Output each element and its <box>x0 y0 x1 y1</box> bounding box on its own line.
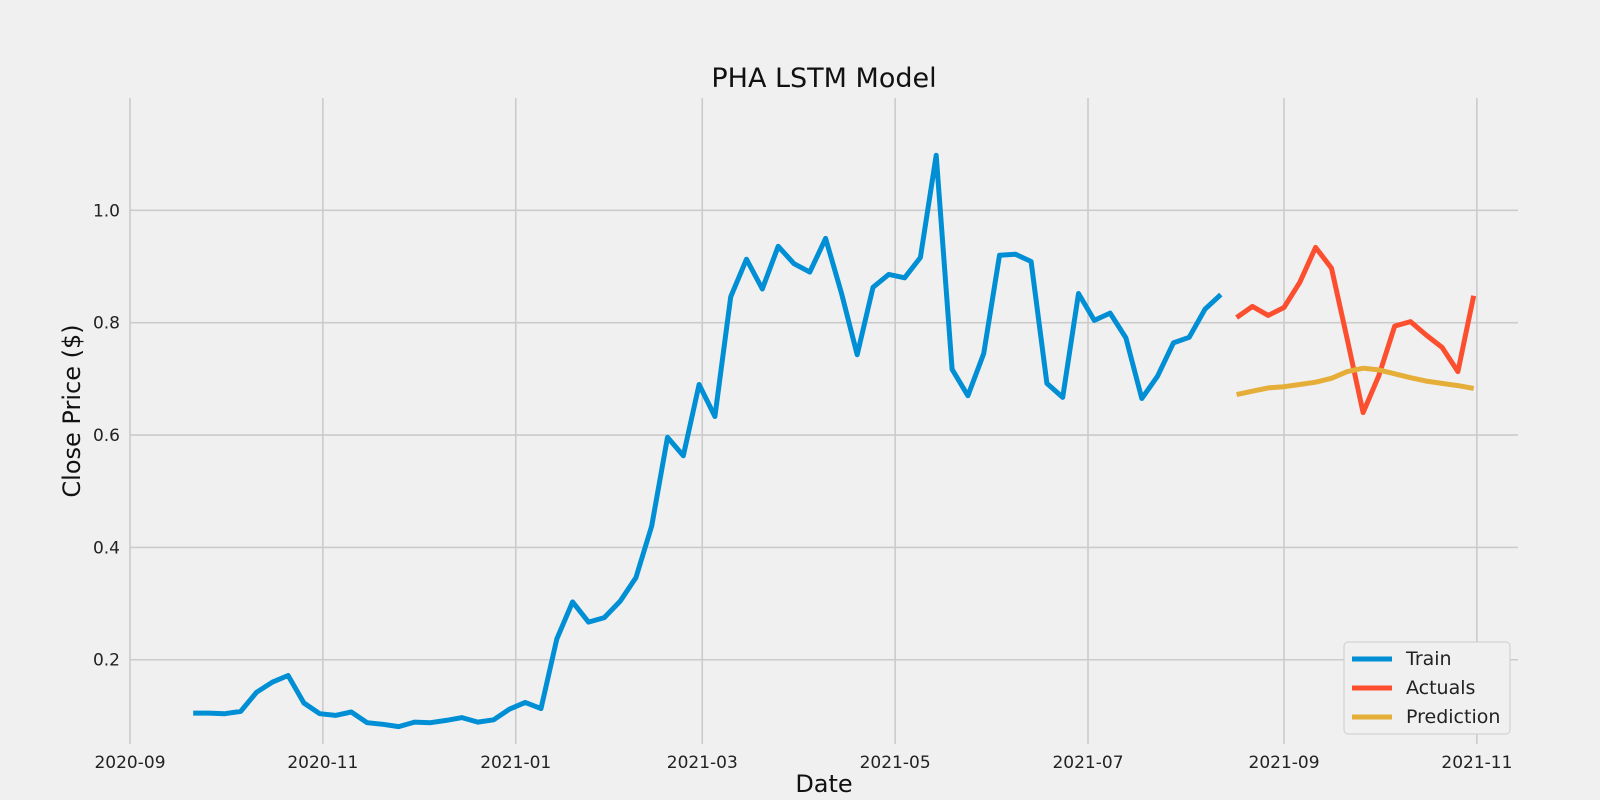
y-tick-label: 0.6 <box>93 426 120 446</box>
x-tick-label: 2021-07 <box>1052 753 1123 773</box>
y-tick-label: 0.4 <box>93 538 120 558</box>
x-tick-label: 2021-01 <box>480 753 551 773</box>
legend-label-train: Train <box>1405 648 1452 670</box>
x-tick-label: 2021-11 <box>1441 753 1512 773</box>
x-tick-label: 2021-09 <box>1249 753 1320 773</box>
series-line-prediction <box>1236 365 1475 398</box>
x-tick-label: 2020-09 <box>94 753 165 773</box>
y-tick-label: 0.2 <box>93 651 120 671</box>
grid-lines <box>129 98 1518 744</box>
x-axis-title: Date <box>795 770 852 798</box>
legend: Train Actuals Prediction <box>1343 641 1511 735</box>
x-tick-label: 2020-11 <box>287 753 358 773</box>
y-tick-label: 1.0 <box>93 201 120 221</box>
series-lines <box>193 152 1477 730</box>
series-line-actuals <box>1235 244 1477 416</box>
series-line-train <box>193 152 1223 730</box>
legend-label-actuals: Actuals <box>1406 677 1475 699</box>
x-tick-label: 2021-05 <box>860 753 931 773</box>
y-axis-title: Close Price ($) <box>58 324 86 497</box>
y-tick-label: 0.8 <box>93 314 120 334</box>
tick-labels: 2020-09 2020-11 2021-01 2021-03 2021-05 2021-… <box>93 201 1512 773</box>
chart-title: PHA LSTM Model <box>711 63 936 94</box>
legend-label-prediction: Prediction <box>1406 706 1500 728</box>
x-tick-label: 2021-03 <box>667 753 738 773</box>
legend-box <box>1343 641 1511 735</box>
